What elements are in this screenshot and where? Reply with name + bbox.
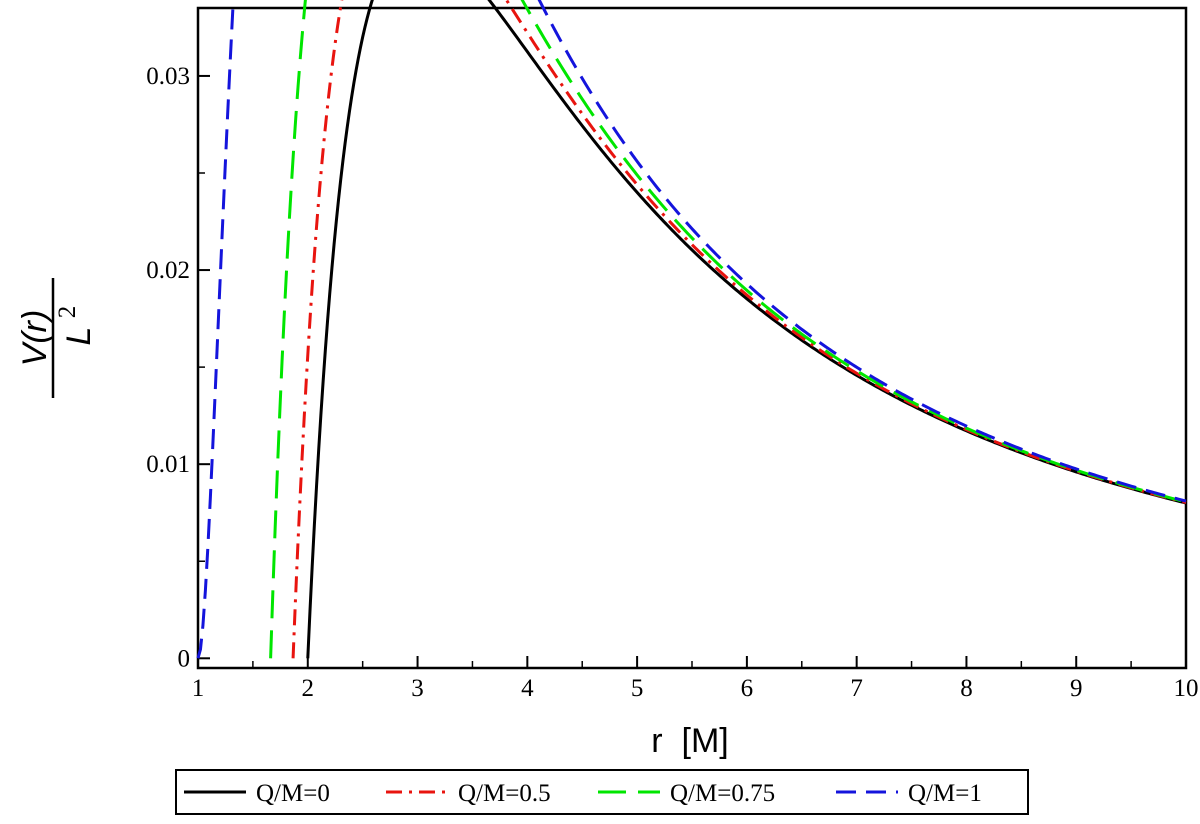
series-line xyxy=(291,0,1187,659)
x-tick-label: 6 xyxy=(741,675,754,702)
x-tick-label: 8 xyxy=(960,675,973,702)
curves xyxy=(196,0,1187,659)
x-tick-label: 9 xyxy=(1070,675,1083,702)
y-axis-label-denominator: L xyxy=(60,327,98,346)
y-tick-label: 0.03 xyxy=(146,63,190,90)
series-line xyxy=(196,0,1187,659)
legend-label: Q/M=0.5 xyxy=(458,780,551,807)
y-axis-label-numerator: V(r) xyxy=(16,310,54,367)
y-tick-label: 0.02 xyxy=(146,257,190,284)
x-tick-label: 1 xyxy=(192,675,205,702)
legend-label: Q/M=0.75 xyxy=(670,780,775,807)
legend-label: Q/M=0 xyxy=(256,780,330,807)
x-tick-label: 7 xyxy=(850,675,863,702)
y-axis-label: V(r) L 2 xyxy=(16,278,98,398)
x-axis-label: r [M] xyxy=(651,722,728,760)
y-axis-label-exponent: 2 xyxy=(54,306,81,319)
x-tick-label: 3 xyxy=(411,675,424,702)
series-line xyxy=(269,0,1187,659)
legend-items: Q/M=0 Q/M=0.5 Q/M=0.75 Q/M=1 xyxy=(184,780,982,807)
legend: Q/M=0 Q/M=0.5 Q/M=0.75 Q/M=1 xyxy=(175,769,1029,815)
x-tick-label: 4 xyxy=(521,675,534,702)
y-tick-label: 0.01 xyxy=(146,451,190,478)
y-axis-ticks: 0 0.01 0.02 0.03 xyxy=(146,63,210,672)
y-tick-label: 0 xyxy=(178,645,191,672)
legend-label: Q/M=1 xyxy=(908,780,982,807)
x-tick-label: 10 xyxy=(1174,675,1199,702)
series-line xyxy=(306,0,1187,659)
plot-frame xyxy=(196,6,1188,670)
x-tick-label: 5 xyxy=(631,675,644,702)
x-tick-label: 2 xyxy=(302,675,315,702)
x-axis-ticks: 1 2 3 4 5 6 7 8 9 10 xyxy=(192,656,1199,702)
